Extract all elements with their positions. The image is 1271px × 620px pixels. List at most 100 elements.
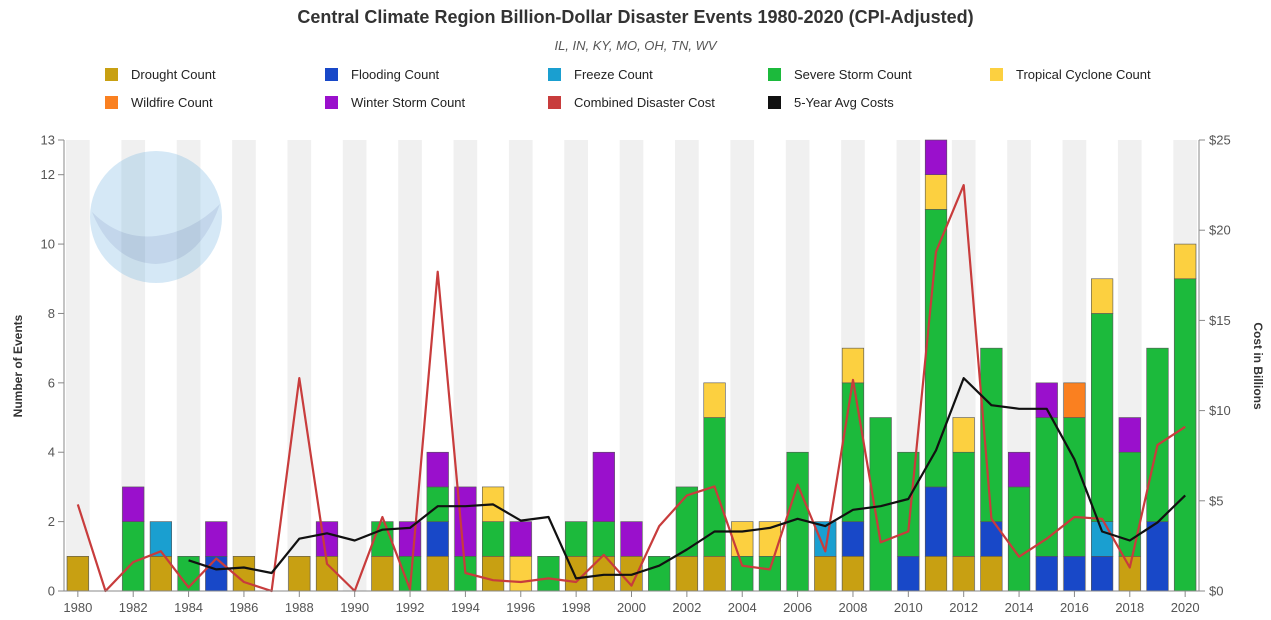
x-tick-label: 1992 (396, 600, 425, 615)
legend-item[interactable]: Combined Disaster Cost (548, 94, 715, 110)
bar-segment (565, 521, 588, 557)
x-tick-label: 1994 (451, 600, 480, 615)
y2-tick-label: $10 (1209, 403, 1231, 418)
bar-segment (1091, 278, 1114, 314)
bar-segment (288, 556, 311, 592)
x-tick-label: 2008 (839, 600, 868, 615)
legend-label: Freeze Count (574, 66, 653, 82)
bar-segment (980, 347, 1003, 522)
x-tick-label: 2020 (1171, 600, 1200, 615)
bar-segment (841, 521, 865, 557)
series-line (188, 377, 1186, 580)
x-tick-label: 1986 (229, 600, 258, 615)
y-tick-label: 12 (41, 167, 55, 182)
legend-swatch (548, 67, 561, 81)
bar-segment (924, 486, 948, 557)
bar-segment (841, 347, 865, 384)
bar-segment (1146, 347, 1169, 522)
bar-segment (952, 451, 975, 557)
bar-segment (758, 556, 782, 592)
legend-item[interactable]: Wildfire Count (105, 94, 213, 110)
background-band (564, 140, 588, 591)
background-band (675, 140, 699, 591)
noaa-logo-watermark (90, 151, 222, 283)
background-band (619, 140, 644, 591)
bar-segment (232, 556, 256, 592)
bar-segment (841, 382, 865, 522)
bar-segment (897, 556, 920, 592)
y-tick-label: 0 (48, 584, 55, 599)
chart-title: Central Climate Region Billion-Dollar Di… (297, 7, 974, 27)
bar-segment (371, 556, 394, 592)
bar-segment (620, 521, 643, 557)
y2-axis-title: Cost in Billions (1251, 322, 1265, 410)
x-tick-label: 1988 (285, 600, 314, 615)
bar-segment (315, 521, 339, 557)
x-tick-label: 2000 (617, 600, 646, 615)
y-tick-label: 10 (41, 237, 55, 252)
legend-item[interactable]: Tropical Cyclone Count (990, 66, 1151, 82)
legend-swatch (768, 95, 781, 109)
legend-swatch (325, 95, 338, 109)
bar-segment (592, 451, 615, 522)
bar-segment (675, 556, 698, 592)
bar-segment (1035, 556, 1058, 592)
bar-segment (703, 556, 726, 592)
background-band (453, 140, 478, 591)
bar-segment (1035, 417, 1058, 557)
bar-segment (426, 451, 449, 488)
x-tick-label: 1984 (174, 600, 203, 615)
background-band (398, 140, 422, 591)
bar-segment (675, 486, 698, 557)
bar-segment (205, 521, 228, 557)
bar-segment (924, 174, 948, 210)
y-tick-label: 6 (48, 375, 55, 390)
line-series (76, 184, 1186, 593)
series-line (76, 184, 1186, 593)
axes: 0 2 4 6 8 10 12 13 $0 $5 $10 $15 $20 $25 1980 1982 1984 1… (41, 133, 1231, 616)
legend-item[interactable]: Severe Storm Count (768, 66, 912, 82)
bar-segment (66, 556, 89, 592)
background-band (176, 140, 201, 591)
legend-label: Winter Storm Count (351, 94, 466, 110)
bar-segment (952, 417, 975, 453)
bar-segment (1007, 451, 1031, 488)
bar-segment (122, 486, 145, 522)
bar-segment (1091, 313, 1114, 522)
legend-swatch (768, 67, 781, 81)
legend-label: Combined Disaster Cost (574, 94, 715, 110)
legend-item[interactable]: Drought Count (105, 66, 216, 82)
bar-segment (731, 521, 754, 557)
legend-swatch (105, 67, 118, 81)
legend-swatch (105, 95, 118, 109)
noaa-logo-circle (90, 151, 222, 283)
bar-segment (703, 382, 726, 418)
background-band (730, 140, 755, 591)
bar-segment (509, 556, 532, 592)
legend-item[interactable]: 5-Year Avg Costs (768, 94, 894, 110)
legend-label: Wildfire Count (131, 94, 213, 110)
legend-item[interactable]: Freeze Count (548, 66, 653, 82)
bar-segment (481, 521, 505, 557)
bar-segment (924, 139, 948, 175)
background-band (232, 140, 256, 591)
x-tick-label: 2006 (783, 600, 812, 615)
y2-tick-label: $25 (1209, 133, 1231, 148)
bar-segment (841, 556, 865, 592)
bar-segment (980, 556, 1003, 592)
bar-segment (1118, 417, 1141, 453)
x-tick-label: 1990 (340, 600, 369, 615)
legend-label: 5-Year Avg Costs (794, 94, 894, 110)
x-tick-label: 1982 (119, 600, 148, 615)
background-band (508, 140, 533, 591)
bar-segment (426, 556, 449, 592)
bar-segment (1091, 521, 1114, 557)
legend-item[interactable]: Winter Storm Count (325, 94, 465, 110)
bar-segment (1063, 417, 1086, 557)
x-tick-label: 2012 (949, 600, 978, 615)
legend-label: Tropical Cyclone Count (1016, 66, 1151, 82)
legend-swatch (548, 95, 561, 109)
legend-item[interactable]: Flooding Count (325, 66, 439, 82)
x-tick-label: 1980 (63, 600, 92, 615)
